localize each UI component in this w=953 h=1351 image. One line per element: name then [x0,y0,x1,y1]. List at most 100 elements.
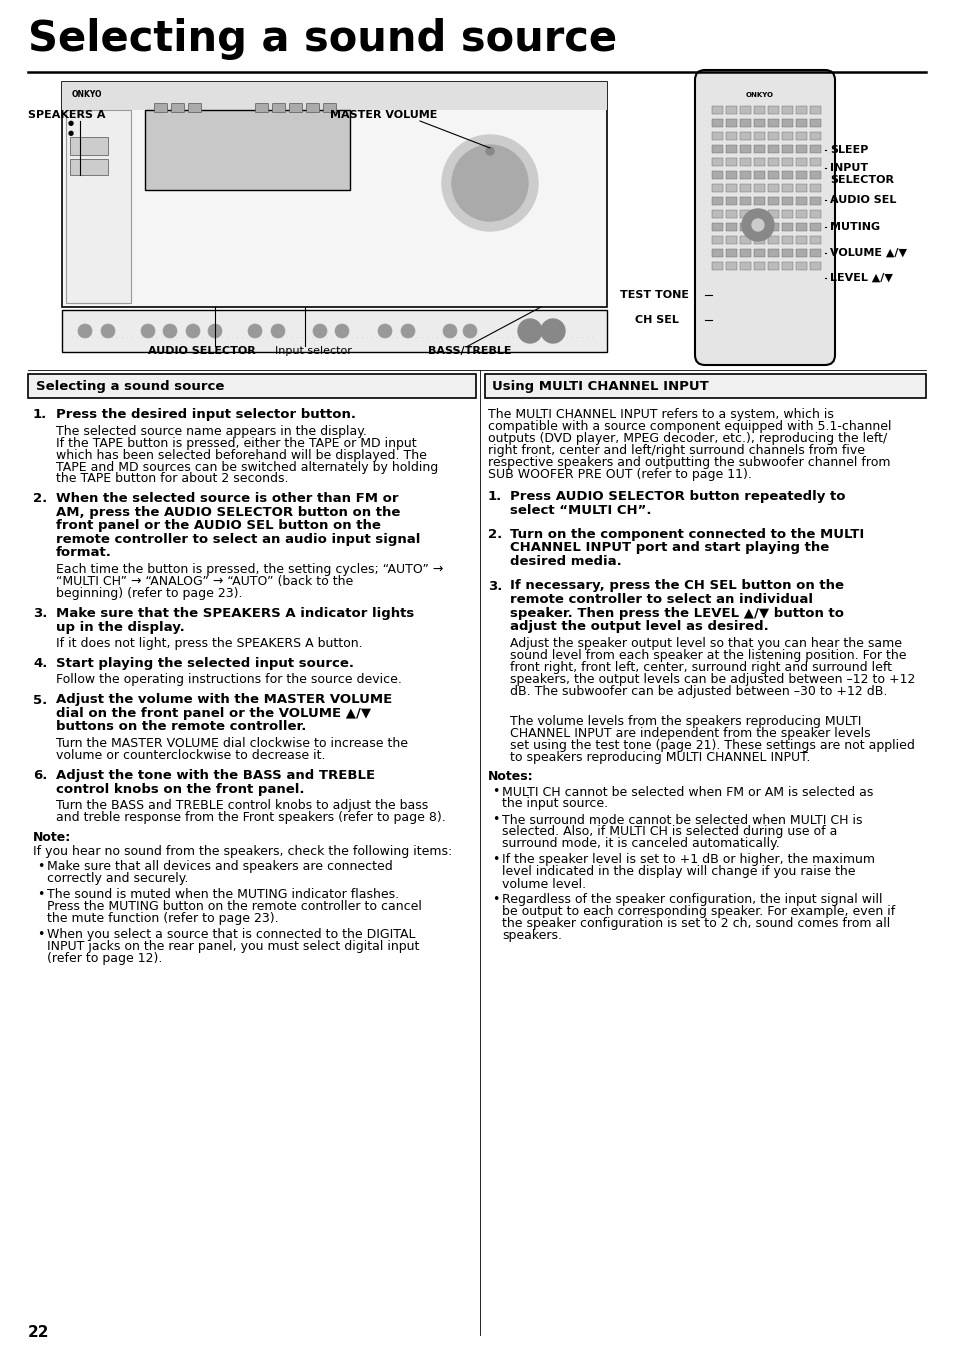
Text: .: . [512,335,513,339]
FancyBboxPatch shape [740,145,750,153]
Text: •: • [37,888,45,901]
Text: .: . [82,335,83,339]
FancyBboxPatch shape [711,249,722,257]
Text: .: . [287,335,288,339]
Text: .: . [282,335,283,339]
Text: 2.: 2. [488,528,501,540]
FancyBboxPatch shape [781,249,792,257]
Text: Adjust the volume with the MASTER VOLUME: Adjust the volume with the MASTER VOLUME [56,693,392,707]
FancyBboxPatch shape [484,374,925,399]
Text: ●: ● [68,120,74,126]
Text: compatible with a source component equipped with 5.1-channel: compatible with a source component equip… [488,420,890,434]
FancyBboxPatch shape [767,209,779,218]
Text: .: . [102,335,103,339]
Text: adjust the output level as desired.: adjust the output level as desired. [510,620,768,634]
Circle shape [101,324,115,338]
Circle shape [78,324,91,338]
Text: .: . [332,335,333,339]
FancyBboxPatch shape [725,236,737,245]
Text: .: . [441,335,443,339]
Text: .: . [341,335,343,339]
Text: .: . [172,335,173,339]
FancyBboxPatch shape [809,158,821,166]
Text: the mute function (refer to page 23).: the mute function (refer to page 23). [47,912,278,925]
Text: .: . [247,335,248,339]
FancyBboxPatch shape [725,197,737,205]
FancyBboxPatch shape [767,223,779,231]
Text: .: . [361,335,363,339]
Text: .: . [236,335,238,339]
Text: •: • [492,854,498,866]
Text: SPEAKERS A: SPEAKERS A [28,109,106,120]
Text: 4.: 4. [33,657,48,670]
FancyBboxPatch shape [740,197,750,205]
FancyBboxPatch shape [725,172,737,178]
FancyBboxPatch shape [740,184,750,192]
FancyBboxPatch shape [725,223,737,231]
Text: If it does not light, press the SPEAKERS A button.: If it does not light, press the SPEAKERS… [56,638,362,650]
FancyBboxPatch shape [781,223,792,231]
Text: Turn the BASS and TREBLE control knobs to adjust the bass: Turn the BASS and TREBLE control knobs t… [56,798,428,812]
Text: .: . [501,335,503,339]
FancyBboxPatch shape [740,236,750,245]
FancyBboxPatch shape [740,209,750,218]
Circle shape [271,324,285,338]
Text: speakers, the output levels can be adjusted between –12 to +12: speakers, the output levels can be adjus… [510,673,915,685]
Text: surround mode, it is canceled automatically.: surround mode, it is canceled automatica… [501,838,779,851]
FancyBboxPatch shape [711,236,722,245]
FancyBboxPatch shape [767,249,779,257]
FancyBboxPatch shape [740,105,750,113]
Text: TAPE and MD sources can be switched alternately by holding: TAPE and MD sources can be switched alte… [56,461,437,473]
Text: •: • [492,813,498,827]
FancyBboxPatch shape [154,104,168,112]
FancyBboxPatch shape [781,209,792,218]
Circle shape [452,145,527,222]
Text: .: . [546,335,548,339]
Text: correctly and securely.: correctly and securely. [47,871,188,885]
FancyBboxPatch shape [781,236,792,245]
Text: .: . [541,335,542,339]
FancyBboxPatch shape [767,158,779,166]
Text: .: . [412,335,413,339]
Text: .: . [202,335,203,339]
Text: BASS/TREBLE: BASS/TREBLE [428,346,511,357]
Text: .: . [492,335,493,339]
FancyBboxPatch shape [795,209,806,218]
FancyBboxPatch shape [781,172,792,178]
Text: the speaker configuration is set to 2 ch, sound comes from all: the speaker configuration is set to 2 ch… [501,917,889,931]
Text: SUB WOOFER PRE OUT (refer to page 11).: SUB WOOFER PRE OUT (refer to page 11). [488,467,751,481]
FancyBboxPatch shape [711,119,722,127]
Text: and treble response from the Front speakers (refer to page 8).: and treble response from the Front speak… [56,811,445,824]
Text: MASTER VOLUME: MASTER VOLUME [330,109,436,120]
FancyBboxPatch shape [711,145,722,153]
FancyBboxPatch shape [767,197,779,205]
Text: .: . [352,335,353,339]
Text: .: . [467,335,468,339]
Text: .: . [456,335,457,339]
Text: .: . [182,335,183,339]
Text: “MULTI CH” → “ANALOG” → “AUTO” (back to the: “MULTI CH” → “ANALOG” → “AUTO” (back to … [56,576,353,588]
FancyBboxPatch shape [809,145,821,153]
Text: .: . [461,335,463,339]
FancyBboxPatch shape [740,132,750,141]
FancyBboxPatch shape [711,223,722,231]
Text: Make sure that the SPEAKERS A indicator lights: Make sure that the SPEAKERS A indicator … [56,607,414,620]
FancyBboxPatch shape [781,105,792,113]
FancyBboxPatch shape [753,145,764,153]
Text: .: . [71,335,73,339]
Text: .: . [481,335,483,339]
Text: desired media.: desired media. [510,555,621,567]
FancyBboxPatch shape [767,119,779,127]
Text: the input source.: the input source. [501,797,607,811]
Text: .: . [526,335,528,339]
Text: volume level.: volume level. [501,878,585,890]
Text: ●: ● [68,130,74,136]
Text: MULTI CH cannot be selected when FM or AM is selected as: MULTI CH cannot be selected when FM or A… [501,785,872,798]
Text: .: . [167,335,168,339]
FancyBboxPatch shape [809,172,821,178]
FancyBboxPatch shape [62,309,606,353]
FancyBboxPatch shape [66,109,131,303]
Text: .: . [322,335,323,339]
Text: .: . [552,335,553,339]
Text: front panel or the AUDIO SEL button on the: front panel or the AUDIO SEL button on t… [56,520,380,532]
